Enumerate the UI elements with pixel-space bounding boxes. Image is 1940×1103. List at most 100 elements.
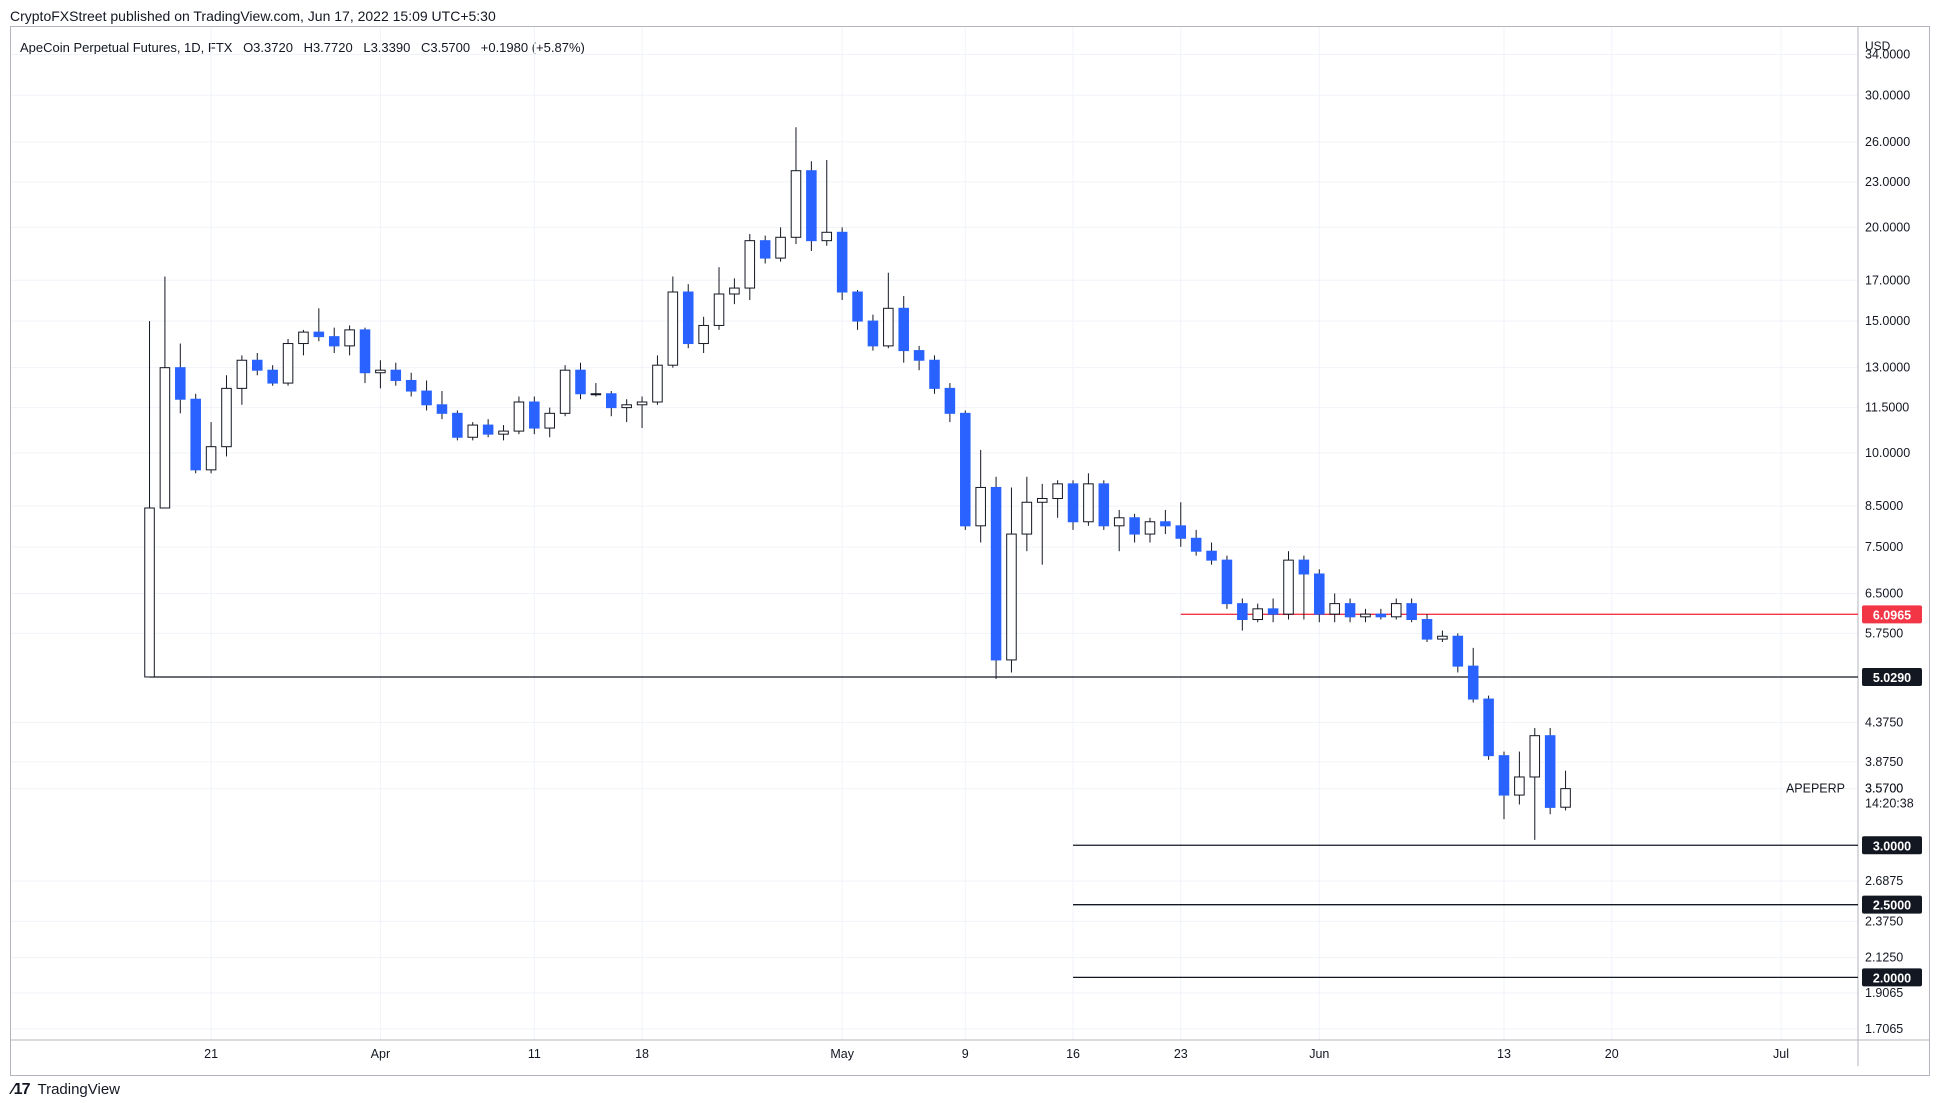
candle-down <box>682 291 694 345</box>
legend-close: C3.5700 <box>420 40 471 55</box>
publication-line: CryptoFXStreet published on TradingView.… <box>10 8 496 24</box>
candle-up <box>513 401 525 432</box>
level-price-label: 2.0000 <box>1873 971 1911 985</box>
candle-up <box>1113 517 1125 527</box>
candle-down <box>452 412 463 438</box>
candle-down <box>328 336 340 347</box>
candle-down <box>1452 635 1464 667</box>
candle-up <box>775 236 786 259</box>
candle-up <box>1560 788 1571 808</box>
candle-down <box>1344 603 1356 618</box>
candle-down <box>836 231 848 293</box>
candle-down <box>1237 603 1248 621</box>
y-tick-label: 34.0000 <box>1865 48 1910 62</box>
candle-down <box>1298 559 1310 575</box>
y-tick-label: 17.0000 <box>1865 273 1910 287</box>
y-tick-label: 11.5000 <box>1865 401 1909 415</box>
candle-down <box>929 359 940 389</box>
candle-down <box>944 387 956 414</box>
y-tick-label: 2.6875 <box>1865 874 1903 888</box>
candle-up <box>1329 603 1340 615</box>
candle-down <box>359 329 371 374</box>
candle-up <box>1083 483 1094 523</box>
x-tick-label: Apr <box>371 1047 390 1061</box>
candle-up <box>375 369 386 374</box>
countdown-label: 14:20:38 <box>1865 797 1914 811</box>
y-tick-label: 7.5000 <box>1865 540 1903 554</box>
candle-up <box>144 507 155 678</box>
candle-down <box>1314 573 1325 615</box>
candle-up <box>544 412 555 429</box>
legend-symbol: ApeCoin Perpetual Futures, 1D, FTX <box>20 40 233 55</box>
candle-down <box>806 170 817 242</box>
x-tick-label: Jul <box>1773 1047 1789 1061</box>
y-tick-label: 1.9065 <box>1865 986 1903 1000</box>
symbol-label: APEPERP <box>1786 782 1845 796</box>
candle-up <box>1052 483 1063 499</box>
candle-down <box>267 369 278 384</box>
candle-up <box>1283 559 1294 615</box>
candle-up <box>636 401 648 406</box>
candle-up <box>298 331 309 345</box>
level-price-tag <box>1862 668 1922 687</box>
candle-down <box>482 424 494 435</box>
candle-up <box>713 293 725 326</box>
x-tick-label: 16 <box>1066 1047 1080 1061</box>
candle-down <box>1421 619 1433 640</box>
y-tick-label: 2.1250 <box>1865 951 1903 965</box>
level-price-tag <box>1862 895 1922 914</box>
candle-down <box>1467 665 1479 700</box>
candle-up <box>667 291 679 366</box>
y-tick-label: 10.0000 <box>1865 446 1910 460</box>
x-tick-label: May <box>830 1047 854 1061</box>
y-tick-label: 8.5000 <box>1865 499 1903 513</box>
candle-up <box>1144 521 1156 535</box>
candle-up <box>205 446 217 471</box>
x-tick-label: 9 <box>962 1047 969 1061</box>
candle-down <box>1267 608 1279 615</box>
candle-down <box>1129 517 1140 535</box>
legend-low: L3.3390 <box>363 40 411 55</box>
candle-up <box>729 287 740 295</box>
candle-up <box>236 359 248 389</box>
candle-down <box>575 369 586 395</box>
candle-down <box>1190 537 1202 552</box>
x-tick-label: 23 <box>1174 1047 1188 1061</box>
candle-up <box>221 387 232 448</box>
candle-up <box>698 324 709 345</box>
candle-down <box>852 291 863 322</box>
candle-up <box>1360 613 1371 618</box>
candle-up <box>590 393 602 396</box>
x-tick-label: 21 <box>204 1047 218 1061</box>
candle-up <box>1006 533 1017 661</box>
y-tick-label: 5.7500 <box>1865 626 1903 640</box>
candle-down <box>867 320 879 347</box>
y-tick-label: 30.0000 <box>1865 88 1910 102</box>
level-price-label: 5.0290 <box>1873 671 1911 685</box>
footer-brand-label: TradingView <box>37 1081 121 1098</box>
candle-down <box>960 412 971 527</box>
candle-down <box>1175 525 1187 539</box>
chart-frame <box>10 26 1930 1076</box>
level-price-label: 2.5000 <box>1873 899 1911 913</box>
candle-up <box>744 240 756 289</box>
candle-up <box>1036 497 1048 503</box>
x-tick-label: 18 <box>635 1047 649 1061</box>
candle-up <box>1252 608 1263 621</box>
x-tick-label: 11 <box>528 1047 541 1061</box>
y-tick-label: 15.0000 <box>1865 314 1910 328</box>
candle-up <box>1437 635 1448 640</box>
candle-down <box>390 369 402 381</box>
x-tick-label: 20 <box>1605 1047 1619 1061</box>
candle-down <box>913 350 925 361</box>
candle-up <box>790 170 802 238</box>
y-tick-label: 2.3750 <box>1865 914 1903 928</box>
candle-up <box>159 367 171 509</box>
x-tick-label: 13 <box>1497 1047 1511 1061</box>
candle-up <box>621 404 632 409</box>
chart-legend: ApeCoin Perpetual Futures, 1D, FTX O3.37… <box>20 40 592 55</box>
candle-down <box>759 240 771 259</box>
candle-up <box>467 424 479 438</box>
legend-open: O3.3720 <box>243 40 293 55</box>
